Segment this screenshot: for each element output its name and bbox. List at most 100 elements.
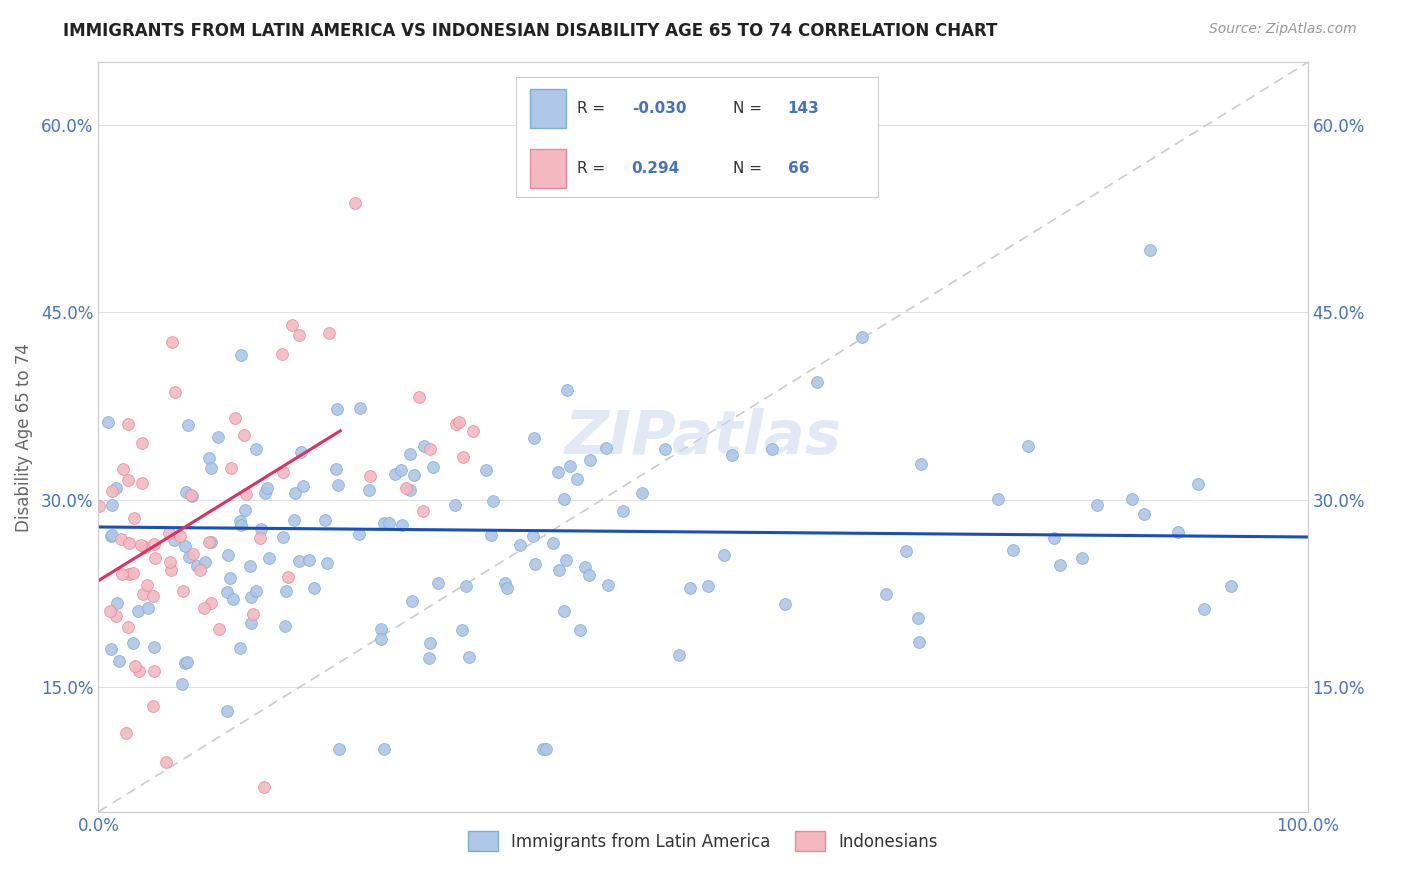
Point: [494, 575, 516, 590]
Point: [378, 516, 401, 531]
Point: [124, 658, 146, 673]
Point: [174, 484, 197, 499]
Point: [547, 466, 569, 480]
Point: [134, 540, 156, 554]
Point: [325, 462, 347, 476]
Point: [250, 522, 273, 536]
Point: [200, 460, 222, 475]
Point: [233, 503, 256, 517]
Point: [200, 535, 222, 549]
Point: [240, 591, 263, 605]
Point: [172, 583, 194, 598]
Point: [271, 530, 294, 544]
Point: [631, 485, 654, 500]
Point: [274, 619, 297, 633]
Point: [395, 481, 418, 495]
Point: [907, 611, 929, 625]
Point: [418, 636, 440, 650]
Point: [297, 553, 319, 567]
Point: [398, 483, 420, 497]
Point: [118, 535, 141, 549]
Point: [256, 481, 278, 495]
Point: [143, 550, 166, 565]
Point: [349, 401, 371, 415]
Point: [595, 441, 617, 455]
Point: [318, 326, 340, 340]
Legend: Immigrants from Latin America, Indonesians: Immigrants from Latin America, Indonesia…: [461, 825, 945, 857]
Point: [136, 601, 159, 615]
Point: [553, 492, 575, 507]
Point: [105, 596, 128, 610]
Point: [1166, 524, 1188, 539]
Point: [288, 554, 311, 568]
Point: [302, 581, 325, 595]
Point: [565, 472, 588, 486]
Point: [142, 664, 165, 678]
Point: [851, 330, 873, 344]
Point: [475, 463, 498, 477]
Point: [574, 560, 596, 574]
Point: [111, 461, 134, 475]
Point: [427, 576, 450, 591]
Point: [221, 592, 243, 607]
Point: [370, 622, 392, 636]
Point: [229, 514, 252, 528]
Point: [1132, 507, 1154, 521]
Point: [235, 486, 257, 500]
Point: [221, 461, 243, 475]
Point: [578, 568, 600, 582]
Point: [100, 529, 122, 543]
Point: [197, 534, 219, 549]
Point: [253, 486, 276, 500]
Point: [100, 528, 122, 542]
Point: [612, 504, 634, 518]
Point: [389, 462, 412, 476]
Point: [117, 417, 139, 431]
Point: [208, 622, 231, 636]
Point: [277, 570, 299, 584]
Point: [231, 518, 253, 533]
Point: [522, 529, 544, 543]
Point: [240, 615, 263, 630]
Point: [121, 636, 143, 650]
Point: [773, 597, 796, 611]
Point: [127, 604, 149, 618]
Y-axis label: Disability Age 65 to 74: Disability Age 65 to 74: [14, 343, 32, 532]
Point: [117, 473, 139, 487]
Point: [257, 550, 280, 565]
Point: [399, 447, 422, 461]
Point: [418, 650, 440, 665]
Point: [402, 467, 425, 482]
Point: [101, 499, 124, 513]
Point: [129, 538, 152, 552]
Point: [142, 640, 165, 655]
Point: [1139, 243, 1161, 257]
Point: [1220, 579, 1243, 593]
Point: [177, 417, 200, 432]
Point: [132, 587, 155, 601]
Point: [242, 607, 264, 622]
Point: [186, 559, 208, 574]
Point: [1001, 542, 1024, 557]
Point: [215, 705, 238, 719]
Point: [118, 567, 141, 582]
Point: [274, 583, 297, 598]
Point: [160, 563, 183, 577]
Point: [239, 559, 262, 574]
Point: [228, 640, 250, 655]
Point: [288, 327, 311, 342]
Point: [253, 780, 276, 794]
Point: [97, 415, 120, 429]
Point: [181, 489, 204, 503]
Point: [131, 436, 153, 450]
Point: [104, 608, 127, 623]
Point: [451, 450, 474, 464]
Point: [108, 653, 131, 667]
Point: [720, 448, 742, 462]
Point: [142, 698, 165, 713]
Point: [217, 548, 239, 562]
Point: [373, 516, 395, 531]
Point: [463, 424, 485, 438]
Point: [1192, 602, 1215, 616]
Point: [180, 488, 202, 502]
